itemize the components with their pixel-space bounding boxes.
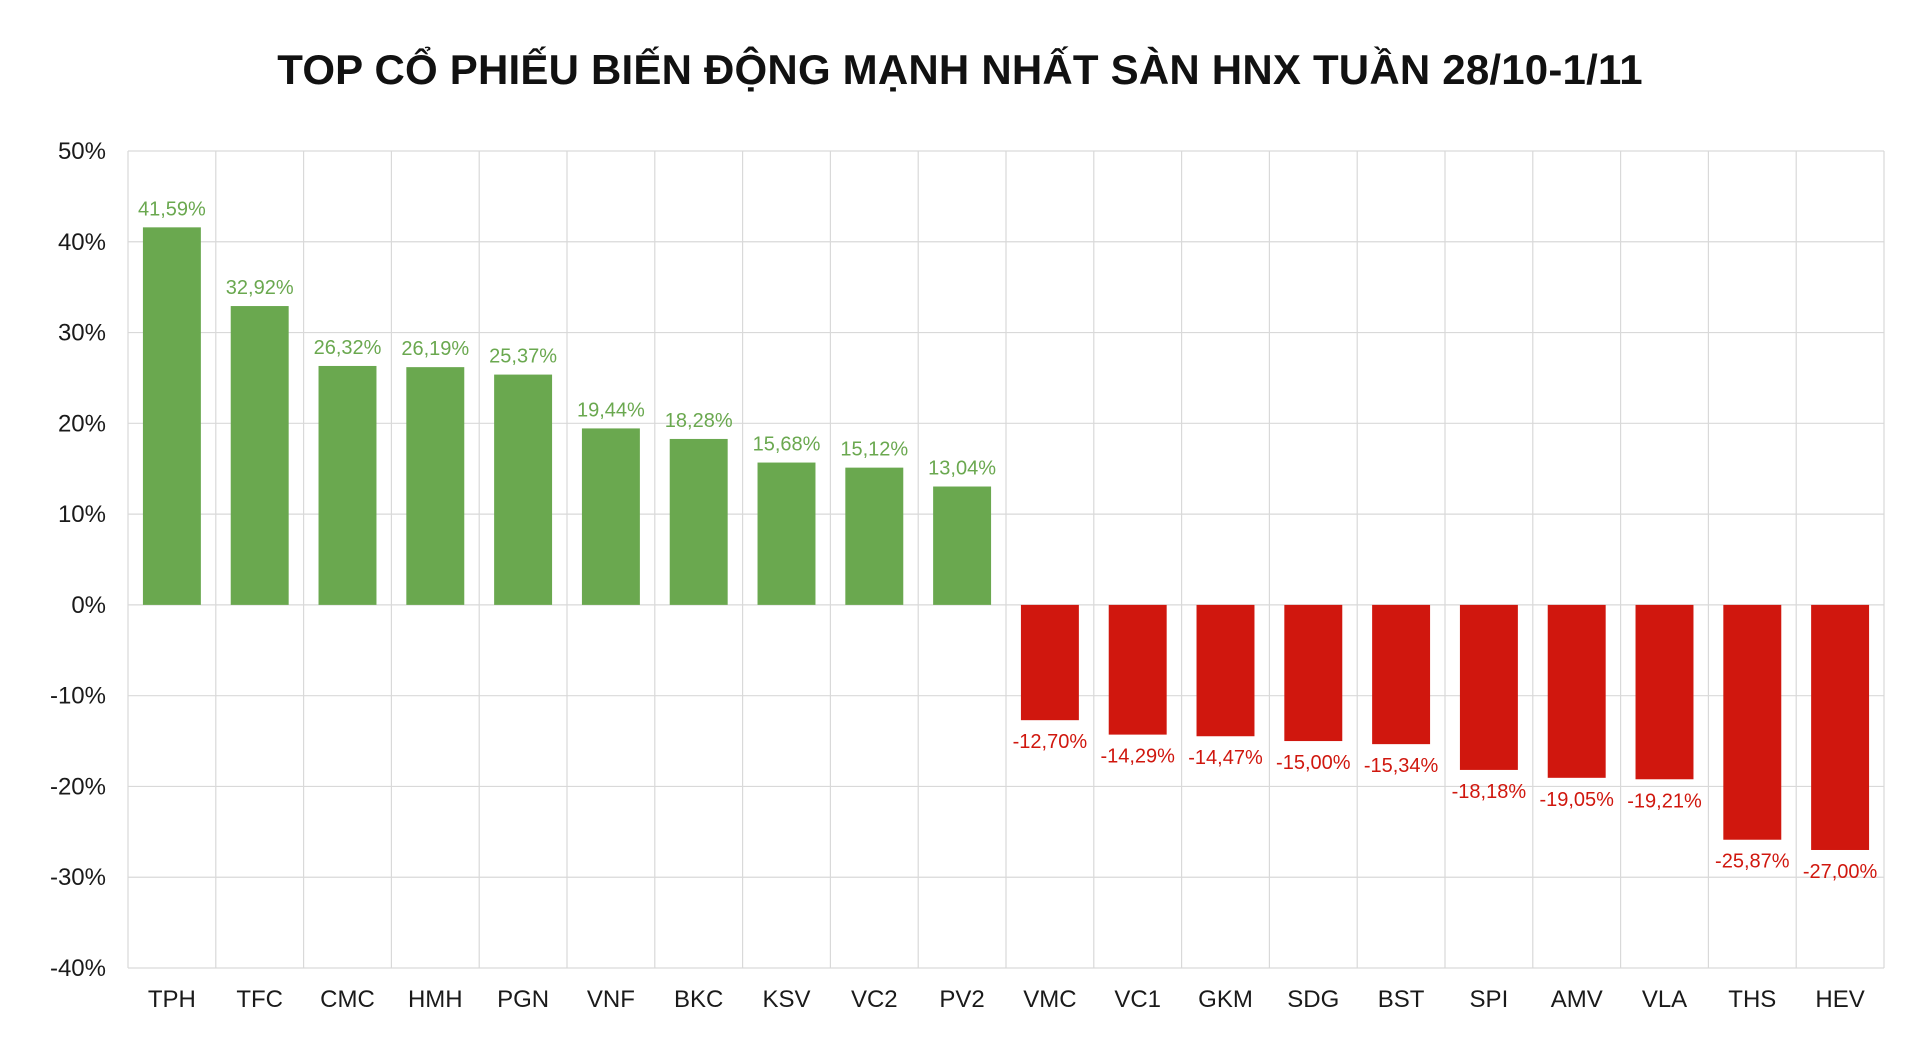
x-tick-label-vmc: VMC: [1023, 986, 1076, 1013]
x-tick-label-tph: TPH: [148, 986, 196, 1013]
x-tick-label-amv: AMV: [1551, 986, 1603, 1013]
x-axis: TPH TFC CMC HMH PGN VNF BKC KSV VC2 PV2 VMC VC1 GKM S…: [148, 986, 1865, 1013]
data-label-bst: -15,34%: [1364, 755, 1439, 777]
y-tick-label: 0%: [71, 592, 106, 619]
x-tick-label-gkm: GKM: [1198, 986, 1253, 1013]
x-tick-label-vla: VLA: [1642, 986, 1687, 1013]
data-label-vnf: 19,44%: [577, 399, 645, 421]
x-tick-label-tfc: TFC: [236, 986, 283, 1013]
bar-spi: [1459, 604, 1518, 770]
x-tick-label-pgn: PGN: [497, 986, 549, 1013]
chart-title: TOP CỔ PHIẾU BIẾN ĐỘNG MẠNH NHẤT SÀN HNX…: [277, 46, 1643, 93]
data-label-spi: -18,18%: [1452, 781, 1527, 803]
x-tick-label-cmc: CMC: [320, 986, 375, 1013]
bar-pv2: [933, 486, 992, 605]
y-tick-label: 30%: [58, 320, 106, 347]
data-label-vc2: 15,12%: [840, 439, 908, 461]
bars-layer: [142, 227, 1870, 850]
bar-tfc: [230, 306, 289, 605]
data-label-tph: 41,59%: [138, 198, 206, 220]
x-tick-label-hmh: HMH: [408, 986, 463, 1013]
y-tick-label: 10%: [58, 501, 106, 528]
bar-bkc: [669, 438, 728, 605]
x-tick-label-vnf: VNF: [587, 986, 635, 1013]
x-tick-label-ksv: KSV: [762, 986, 810, 1013]
data-label-tfc: 32,92%: [226, 277, 294, 299]
bar-pgn: [494, 374, 553, 605]
x-tick-label-sdg: SDG: [1287, 986, 1339, 1013]
bar-bst: [1372, 604, 1431, 745]
bar-vnf: [581, 428, 640, 605]
bar-vmc: [1020, 604, 1079, 721]
data-label-hev: -27,00%: [1803, 861, 1878, 883]
y-tick-label: -10%: [50, 683, 106, 710]
x-tick-label-vc1: VC1: [1114, 986, 1161, 1013]
y-tick-label: -30%: [50, 864, 106, 891]
data-label-vc1: -14,29%: [1100, 746, 1175, 768]
data-label-sdg: -15,00%: [1276, 752, 1351, 774]
bar-amv: [1547, 604, 1606, 778]
bar-hmh: [406, 367, 465, 605]
grid-layer: [127, 150, 1885, 969]
y-tick-label: -20%: [50, 773, 106, 800]
data-label-ksv: 15,68%: [753, 434, 821, 456]
y-tick-label: 50%: [58, 138, 106, 165]
bar-gkm: [1196, 604, 1255, 737]
data-label-bkc: 18,28%: [665, 410, 733, 432]
x-tick-label-spi: SPI: [1470, 986, 1509, 1013]
data-label-ths: -25,87%: [1715, 851, 1790, 873]
bar-ths: [1723, 604, 1782, 840]
data-label-amv: -19,05%: [1539, 789, 1614, 811]
x-tick-label-bst: BST: [1378, 986, 1425, 1013]
bar-vla: [1635, 604, 1694, 780]
y-tick-label: -40%: [50, 955, 106, 982]
data-label-cmc: 26,32%: [314, 337, 382, 359]
bar-sdg: [1284, 604, 1343, 742]
bar-tph: [142, 227, 201, 605]
data-label-pgn: 25,37%: [489, 346, 557, 368]
y-tick-label: 20%: [58, 410, 106, 437]
data-label-gkm: -14,47%: [1188, 747, 1263, 769]
x-tick-label-bkc: BKC: [674, 986, 723, 1013]
bar-ksv: [757, 462, 816, 605]
x-tick-label-vc2: VC2: [851, 986, 898, 1013]
x-tick-label-hev: HEV: [1815, 986, 1864, 1013]
data-label-vla: -19,21%: [1627, 790, 1702, 812]
x-tick-label-ths: THS: [1728, 986, 1776, 1013]
x-tick-label-pv2: PV2: [939, 986, 984, 1013]
bar-hev: [1811, 604, 1870, 850]
bar-vc1: [1108, 604, 1167, 735]
bar-cmc: [318, 365, 377, 605]
y-axis: 50% 40% 30% 20% 10% 0% -10% -20% -30% -40%: [50, 138, 106, 982]
data-label-pv2: 13,04%: [928, 458, 996, 480]
data-label-vmc: -12,70%: [1013, 731, 1088, 753]
data-label-hmh: 26,19%: [401, 338, 469, 360]
y-tick-label: 40%: [58, 229, 106, 256]
labels-layer: 41,59% 32,92% 26,32% 26,19% 25,37% 19,44% 18,2…: [138, 198, 1878, 883]
bar-vc2: [845, 467, 904, 605]
